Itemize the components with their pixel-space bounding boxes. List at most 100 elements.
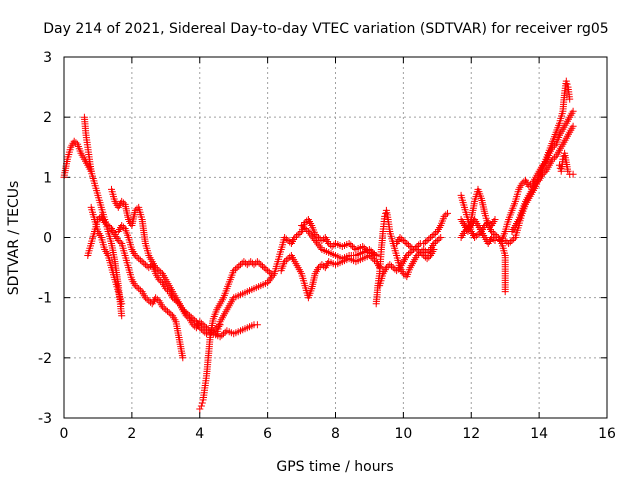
data-point xyxy=(196,405,204,413)
data-point xyxy=(196,318,204,326)
data-point xyxy=(118,312,126,320)
data-point xyxy=(306,229,314,237)
data-point xyxy=(418,250,426,258)
data-point xyxy=(488,228,496,235)
series-track-4 xyxy=(87,203,126,308)
data-point xyxy=(104,222,112,229)
data-point xyxy=(131,282,139,290)
x-tick-label: 4 xyxy=(195,426,204,442)
data-point xyxy=(328,243,336,250)
data-point xyxy=(444,209,451,217)
data-point xyxy=(114,237,122,244)
data-point xyxy=(462,226,470,234)
data-point xyxy=(371,250,378,258)
data-point xyxy=(70,137,78,145)
data-point xyxy=(259,262,266,270)
data-point xyxy=(423,249,431,256)
data-point xyxy=(116,238,124,246)
data-point xyxy=(314,240,322,248)
series-track-17 xyxy=(498,107,577,244)
data-point xyxy=(118,197,126,205)
data-point xyxy=(172,297,180,305)
data-point xyxy=(421,238,429,246)
data-point xyxy=(569,122,577,130)
data-point xyxy=(284,237,292,244)
data-point xyxy=(160,304,168,312)
data-point xyxy=(420,252,428,259)
data-point xyxy=(253,258,261,266)
data-point xyxy=(347,241,355,249)
data-point xyxy=(308,233,316,241)
data-point xyxy=(562,77,570,85)
data-point xyxy=(382,209,390,217)
data-point xyxy=(119,199,127,207)
data-point xyxy=(145,297,153,305)
x-axis-label: GPS time / hours xyxy=(276,459,393,475)
data-point xyxy=(282,256,290,264)
data-point xyxy=(386,261,394,269)
data-point xyxy=(133,283,141,291)
x-tick-label: 8 xyxy=(331,426,340,442)
data-point xyxy=(566,95,574,103)
data-point xyxy=(311,237,319,244)
series-track-6 xyxy=(114,222,261,341)
data-point xyxy=(233,264,241,272)
data-point xyxy=(282,235,290,243)
data-point xyxy=(250,261,258,269)
data-point xyxy=(569,170,577,178)
data-point xyxy=(155,267,163,275)
data-point xyxy=(265,268,273,276)
data-point xyxy=(231,265,239,273)
data-point xyxy=(281,258,289,266)
data-point xyxy=(401,238,409,246)
data-point xyxy=(255,259,263,267)
data-point xyxy=(406,249,414,256)
series-track-12 xyxy=(376,209,451,290)
data-point xyxy=(315,264,322,272)
x-tick-label: 0 xyxy=(60,426,69,442)
data-point xyxy=(472,232,480,240)
data-point xyxy=(403,252,411,259)
series-track-2 xyxy=(80,113,95,175)
data-point xyxy=(425,235,433,243)
data-point xyxy=(365,252,373,259)
x-tick-label: 12 xyxy=(462,426,480,442)
data-point xyxy=(569,107,577,115)
data-point xyxy=(349,243,356,250)
data-point xyxy=(268,273,276,281)
data-point xyxy=(260,264,268,272)
data-point xyxy=(405,250,412,258)
data-point xyxy=(165,309,173,317)
data-point xyxy=(138,258,146,266)
data-point xyxy=(143,295,151,303)
y-axis-label: SDTVAR / TECUs xyxy=(6,181,22,296)
data-point xyxy=(135,255,143,263)
data-point xyxy=(197,402,205,410)
series-track-10 xyxy=(298,222,380,263)
data-point xyxy=(315,242,323,250)
data-point xyxy=(430,240,438,247)
data-point xyxy=(413,246,421,253)
data-point xyxy=(489,229,497,237)
data-point xyxy=(284,255,292,263)
data-point xyxy=(162,285,170,293)
data-point xyxy=(303,226,311,234)
data-point xyxy=(299,223,307,231)
data-point xyxy=(240,258,248,266)
data-point xyxy=(369,255,377,263)
y-tick-label: -3 xyxy=(38,411,52,427)
data-point xyxy=(345,240,353,247)
data-point xyxy=(198,399,206,407)
data-point xyxy=(408,244,416,252)
data-point xyxy=(140,259,148,267)
series-track-13 xyxy=(393,234,438,263)
data-point xyxy=(471,234,479,241)
data-point xyxy=(169,294,177,302)
data-point xyxy=(266,275,274,283)
data-point xyxy=(298,222,306,229)
data-point xyxy=(549,155,557,163)
data-point xyxy=(325,240,333,247)
data-point xyxy=(118,300,126,308)
data-point xyxy=(518,179,526,187)
